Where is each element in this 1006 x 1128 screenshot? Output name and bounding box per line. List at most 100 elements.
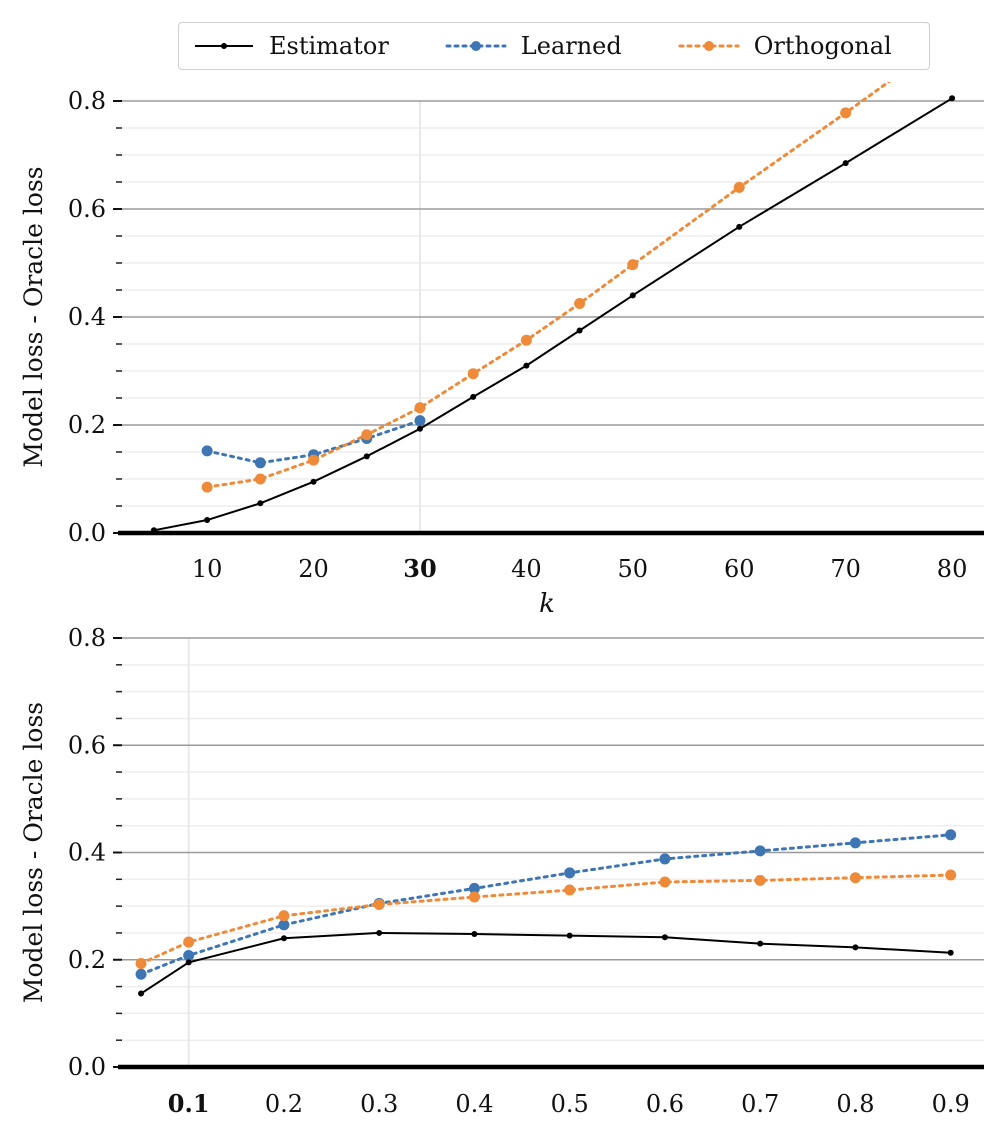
x-tick-label: 70 [830,555,861,583]
data-point-orthogonal [373,899,385,911]
data-point-orthogonal [414,402,426,414]
data-point-orthogonal [308,454,320,466]
x-tick-label: 80 [937,555,968,583]
x-axis-label: k [539,589,555,619]
data-point-orthogonal [201,481,213,493]
data-point-estimator [949,95,956,102]
data-point-orthogonal [945,869,957,881]
data-point-orthogonal [840,107,852,119]
y-axis-label: Model loss - Oracle loss [19,702,48,1003]
data-point-estimator [280,935,287,942]
data-point-orthogonal [183,936,195,948]
y-tick-label: 0.2 [68,946,106,974]
data-point-estimator [629,292,636,299]
data-point-learned [201,445,213,457]
data-point-orthogonal [947,31,958,42]
data-point-estimator [523,362,530,369]
x-tick-label: 0.1 [168,1089,210,1118]
series-orthogonal [201,31,958,493]
data-point-orthogonal [574,298,586,309]
y-tick-label: 0.4 [68,303,106,331]
data-point-orthogonal [361,429,373,441]
x-tick-label: 30 [403,554,436,583]
data-point-estimator [842,160,849,167]
legend-label-orthogonal: Orthogonal [753,32,892,60]
data-point-orthogonal [467,368,479,380]
series-line-orthogonal [139,873,953,966]
series-line-estimator [140,931,951,995]
data-point-estimator [150,527,157,534]
data-point-orthogonal [278,910,290,922]
legend-learned-swatch [445,41,507,51]
series-estimator [150,95,956,534]
data-point-learned [183,949,195,961]
series-line-orthogonal [205,82,892,489]
data-point-estimator [947,949,954,956]
series-learned [135,829,957,980]
data-point-estimator [757,940,764,947]
data-point-estimator [185,959,192,966]
y-tick-label: 0.0 [68,519,106,547]
legend-item-orthogonal: Orthogonal [678,32,892,60]
data-point-learned [564,867,576,879]
series-estimator [138,929,954,997]
x-tick-label: 0.5 [551,1090,589,1118]
data-point-estimator [852,944,859,951]
data-point-estimator [257,500,264,507]
data-point-learned [254,457,266,469]
legend-item-estimator: Estimator [193,32,389,60]
y-tick-label: 0.0 [68,1053,106,1081]
x-tick-label: 0.2 [265,1090,303,1118]
data-point-estimator [736,223,743,230]
data-point-orthogonal [627,259,639,271]
data-point-estimator [566,932,573,939]
x-tick-label: 0.3 [360,1090,398,1118]
data-point-orthogonal [659,876,671,888]
x-tick-label: 60 [724,555,755,583]
y-tick-label: 0.8 [68,87,106,115]
data-point-orthogonal [468,891,480,903]
x-tick-label: 40 [511,555,542,583]
data-point-learned [468,882,480,894]
data-point-estimator [310,478,317,485]
data-point-orthogonal [733,181,745,193]
x-tick-label: 0.9 [932,1090,970,1118]
data-point-estimator [416,425,423,432]
data-point-orthogonal [520,334,532,346]
x-tick-label: 50 [618,555,649,583]
legend: Estimator Learned Orthogonal [178,22,930,70]
data-point-estimator [661,934,668,941]
legend-estimator-swatch [195,43,253,49]
series-line-estimator [153,97,953,532]
x-tick-label: 0.7 [741,1090,779,1118]
data-point-orthogonal [849,872,861,884]
x-tick-label: 0.6 [646,1090,684,1118]
y-tick-label: 0.4 [68,839,106,867]
data-point-learned [945,829,957,841]
bottom-chart-panel: 0.0 0.2 0.4 0.6 0.8 0.1 0.2 0.3 0.4 0.5 0.6 0.7 0.8 0… [19,624,984,1118]
data-point-estimator [204,517,211,524]
data-point-learned [135,968,147,980]
y-axis-label: Model loss - Oracle loss [19,166,48,467]
legend-item-learned: Learned [445,32,622,60]
data-point-estimator [363,453,370,460]
x-tick-label: 0.8 [836,1090,874,1118]
data-point-learned [278,919,290,931]
legend-label-learned: Learned [520,32,622,60]
y-tick-label: 0.2 [68,411,106,439]
legend-label-estimator: Estimator [269,32,389,60]
data-point-learned [659,853,671,865]
x-tick-label: 0.4 [455,1090,493,1118]
x-tick-label: 10 [192,555,223,583]
top-chart-panel: 0.0 0.2 0.4 0.6 0.8 10 20 30 40 50 60 70 80 Model los… [19,31,984,619]
data-point-orthogonal [254,473,266,485]
data-point-estimator [471,931,478,938]
data-point-learned [754,845,766,857]
data-point-estimator [576,327,583,334]
legend-orthogonal-swatch [678,41,740,51]
data-point-orthogonal [564,884,576,896]
x-tick-label: 20 [298,555,329,583]
data-point-orthogonal [754,874,766,886]
y-tick-label: 0.6 [68,731,106,759]
data-point-orthogonal [135,958,147,970]
